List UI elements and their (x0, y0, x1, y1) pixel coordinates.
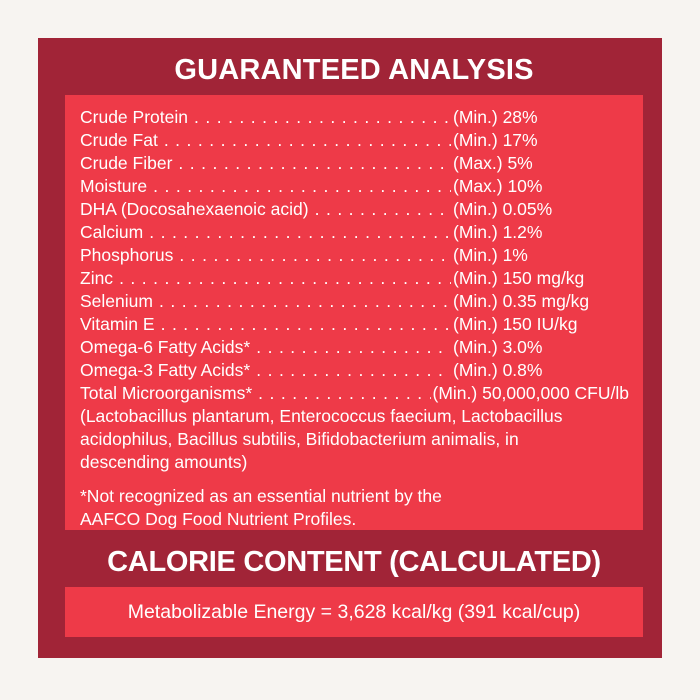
analysis-row: Zinc....................................… (80, 267, 629, 290)
aafco-footnote: *Not recognized as an essential nutrient… (80, 486, 442, 529)
analysis-row: Calcium.................................… (80, 221, 629, 244)
nutrient-value: (Min.) 17% (453, 130, 538, 150)
analysis-row: Omega-3 Fatty Acids*....................… (80, 359, 629, 382)
leader-dots: ........................................… (119, 268, 451, 288)
analysis-row: Crude Fiber.............................… (80, 152, 629, 175)
analysis-row: Crude Fat...............................… (80, 129, 629, 152)
nutrient-value: (Min.) 0.05% (453, 199, 553, 219)
analysis-row: DHA (Docosahexaenoic acid)..............… (80, 198, 629, 221)
nutrient-label: Omega-6 Fatty Acids* (80, 337, 251, 357)
analysis-row: Vitamin E...............................… (80, 313, 629, 336)
leader-dots: ........................................… (256, 360, 451, 380)
nutrient-label: Phosphorus (80, 245, 174, 265)
nutrient-value: (Max.) 10% (453, 176, 543, 196)
nutrient-value: (Min.) 28% (453, 107, 538, 127)
leader-dots: ........................................… (160, 314, 451, 334)
nutrient-label: Selenium (80, 291, 153, 311)
nutrient-label: Crude Protein (80, 107, 188, 127)
analysis-row: Crude Protein...........................… (80, 106, 629, 129)
analysis-row: Total Microorganisms*...................… (80, 382, 629, 405)
leader-dots: ........................................… (153, 176, 451, 196)
nutrient-label: Vitamin E (80, 314, 155, 334)
microorganisms-note: (Lactobacillus plantarum, Enterococcus f… (80, 406, 563, 472)
leader-dots: ........................................… (163, 130, 451, 150)
nutrient-label: Moisture (80, 176, 148, 196)
analysis-row: Omega-6 Fatty Acids*....................… (80, 336, 629, 359)
nutrition-label-panel: GUARANTEED ANALYSIS Crude Protein.......… (38, 38, 662, 658)
analysis-row: Selenium................................… (80, 290, 629, 313)
nutrient-label: Calcium (80, 222, 144, 242)
leader-dots: ........................................… (314, 199, 451, 219)
nutrient-label: Omega-3 Fatty Acids* (80, 360, 251, 380)
leader-dots: ........................................… (193, 107, 451, 127)
leader-dots: ........................................… (179, 245, 451, 265)
calorie-content-title: CALORIE CONTENT (CALCULATED) (107, 546, 601, 578)
leader-dots: ........................................… (158, 291, 451, 311)
leader-dots: ........................................… (178, 153, 451, 173)
metabolizable-energy-text: Metabolizable Energy = 3,628 kcal/kg (39… (127, 601, 581, 623)
guaranteed-analysis-title: GUARANTEED ANALYSIS (174, 54, 534, 86)
nutrient-label: DHA (Docosahexaenoic acid) (80, 199, 309, 219)
nutrient-value: (Min.) 0.8% (453, 360, 543, 380)
calorie-content-box: Metabolizable Energy = 3,628 kcal/kg (39… (65, 587, 643, 637)
nutrient-value: (Min.) 50,000,000 CFU/lb (432, 383, 629, 403)
nutrient-value: (Min.) 1.2% (453, 222, 543, 242)
leader-dots: ........................................… (149, 222, 451, 242)
leader-dots: ........................................… (258, 383, 430, 403)
guaranteed-analysis-box: Crude Protein...........................… (65, 95, 643, 530)
nutrient-label: Zinc (80, 268, 114, 288)
nutrient-value: (Min.) 0.35 mg/kg (453, 291, 590, 311)
nutrient-label: Total Microorganisms* (80, 383, 253, 403)
nutrient-value: (Min.) 150 mg/kg (453, 268, 585, 288)
leader-dots: ........................................… (256, 337, 451, 357)
nutrient-value: (Max.) 5% (453, 153, 533, 173)
analysis-row: Moisture................................… (80, 175, 629, 198)
nutrient-value: (Min.) 3.0% (453, 337, 543, 357)
nutrient-value: (Min.) 150 IU/kg (453, 314, 578, 334)
nutrient-label: Crude Fat (80, 130, 158, 150)
analysis-rows: Crude Protein...........................… (80, 106, 629, 405)
analysis-row: Phosphorus..............................… (80, 244, 629, 267)
nutrient-label: Crude Fiber (80, 153, 173, 173)
nutrient-value: (Min.) 1% (453, 245, 528, 265)
